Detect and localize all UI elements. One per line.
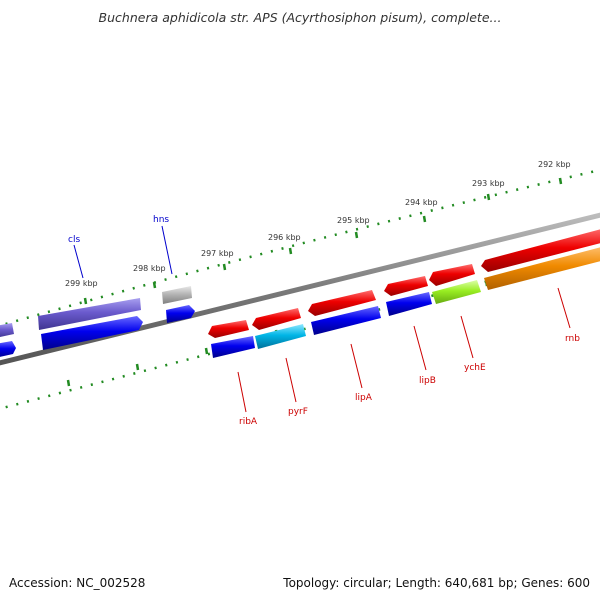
- kbp-label: 296 kbp: [268, 233, 301, 242]
- map-title: Buchnera aphidicola str. APS (Acyrthosip…: [98, 10, 502, 25]
- topology-summary: Topology: circular; Length: 640,681 bp; …: [283, 576, 590, 590]
- gene-label-pyrF: pyrF: [288, 407, 308, 417]
- kbp-labels: 292 kbp 293 kbp 294 kbp 295 kbp 296 kbp …: [65, 160, 571, 288]
- gene-arrow: [166, 305, 195, 323]
- gene-labels-top: cls hns: [68, 215, 169, 245]
- gene-arrow: [384, 276, 428, 296]
- outer-major-ticks: [83, 177, 563, 305]
- inner-tick-ring: [0, 250, 600, 410]
- outer-tick-ring: [0, 168, 600, 327]
- plus-strand-genes: [0, 229, 600, 338]
- gene-labels-bottom: ribA pyrF lipA lipB ychE rnb: [239, 334, 580, 427]
- kbp-label: 295 kbp: [337, 216, 370, 225]
- gene-arrow: [311, 306, 381, 335]
- kbp-label: 292 kbp: [538, 160, 571, 169]
- gene-arrow: [211, 336, 255, 358]
- gene-arrow: [481, 229, 600, 272]
- gene-label-rnb: rnb: [565, 334, 580, 344]
- gene-label-lipB: lipB: [419, 376, 436, 386]
- gene-arrow: [38, 298, 141, 330]
- gene-arrow: [208, 320, 249, 338]
- gene-label-ribA: ribA: [239, 417, 258, 427]
- kbp-label: 297 kbp: [201, 249, 234, 258]
- gene-label-ychE: ychE: [464, 363, 486, 373]
- gene-label-cls: cls: [68, 235, 80, 245]
- kbp-label: 299 kbp: [65, 279, 98, 288]
- kbp-label: 293 kbp: [472, 179, 505, 188]
- gene-arrow: [162, 286, 192, 304]
- gene-label-lipA: lipA: [355, 393, 373, 403]
- bottom-label-leaders: [237, 287, 571, 413]
- minus-strand-genes: [0, 247, 600, 358]
- gene-label-hns: hns: [153, 215, 169, 225]
- gene-arrow: [308, 290, 376, 316]
- kbp-label: 298 kbp: [133, 264, 166, 273]
- gene-arrow: [386, 292, 432, 316]
- accession-label: Accession: NC_002528: [9, 576, 146, 590]
- gene-arrow: [0, 323, 14, 337]
- gene-arrow: [484, 247, 600, 290]
- gene-arrow: [432, 280, 481, 304]
- genome-backbone: [0, 212, 600, 366]
- kbp-label: 294 kbp: [405, 198, 438, 207]
- gene-arrow: [429, 264, 475, 286]
- gene-arrow: [255, 324, 306, 349]
- gene-arrow: [252, 308, 301, 330]
- gene-arrow: [41, 316, 143, 350]
- gene-arrow: [0, 341, 16, 357]
- top-label-leaders: [73, 225, 173, 279]
